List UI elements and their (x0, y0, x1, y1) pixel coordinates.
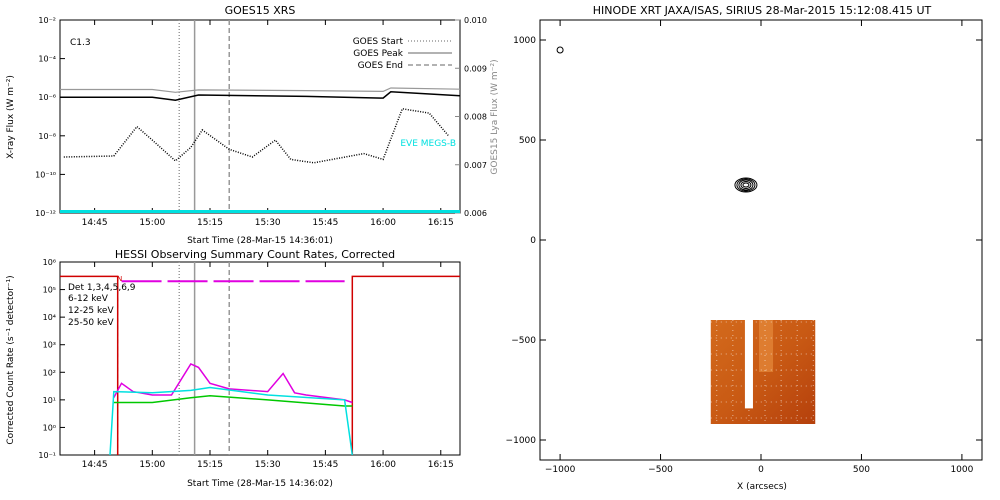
xrt-title: HINODE XRT JAXA/ISAS, SIRIUS 28-Mar-2015… (593, 4, 932, 17)
hessi-ylabel: Corrected Count Rate (s⁻¹ detector⁻¹) (6, 275, 16, 444)
x-tick-label: 16:15 (428, 460, 454, 470)
goes-y2label: GOES15 Lya Flux (W m⁻²) (490, 59, 500, 174)
y-tick-label: 1000 (513, 36, 536, 46)
y-tick-label: 10⁻¹ (38, 451, 56, 460)
xrt-contour (740, 181, 752, 189)
y-tick-label: 10⁵ (43, 286, 56, 295)
x-tick-label: 14:45 (82, 460, 108, 470)
y2-tick-label: 0.009 (464, 64, 487, 73)
goes-series-line (60, 91, 460, 101)
x-tick-label: 16:00 (370, 218, 396, 228)
x-tick-label: 15:30 (255, 218, 281, 228)
y-tick-label: 10⁶ (43, 258, 56, 267)
x-tick-label: 16:00 (370, 460, 396, 470)
y-tick-label: 10⁻¹² (35, 209, 56, 218)
y-tick-label: 10⁻² (38, 16, 56, 25)
y-tick-label: −500 (511, 336, 536, 346)
y-tick-label: 10⁴ (43, 313, 56, 322)
xrt-contour (742, 182, 750, 188)
goes-annotation: C1.3 (70, 38, 91, 48)
x-tick-label: 14:45 (82, 218, 108, 228)
y-tick-label: 10⁻⁸ (38, 132, 56, 141)
xrt-contour (734, 177, 758, 193)
legend-label: GOES Peak (353, 49, 403, 59)
x-tick-label: 1000 (950, 465, 973, 475)
x-tick-label: −1000 (545, 465, 576, 475)
x-tick-label: 0 (758, 465, 764, 475)
goes-eve-label: EVE MEGS-B (400, 139, 456, 149)
hessi-legend-label: 6-12 keV (68, 294, 109, 304)
y-tick-label: 500 (519, 136, 536, 146)
legend-label: GOES End (358, 61, 403, 71)
goes-series-line (60, 87, 460, 93)
x-tick-label: 16:15 (428, 218, 454, 228)
y-tick-label: −1000 (506, 436, 537, 446)
xrt-image-gap (744, 320, 753, 409)
hessi-title: HESSI Observing Summary Count Rates, Cor… (115, 248, 395, 261)
hessi-flag-label: N (117, 275, 122, 283)
y-tick-label: 10¹ (43, 396, 56, 405)
hessi-panel: HESSI Observing Summary Count Rates, Cor… (6, 248, 461, 489)
goes-title: GOES15 XRS (225, 4, 296, 17)
xrt-xlabel: X (arcsecs) (737, 482, 787, 492)
goes-ylabel: X-ray Flux (W m⁻²) (6, 75, 16, 159)
x-tick-label: 15:30 (255, 460, 281, 470)
hessi-series-line (109, 386, 354, 455)
xrt-marker (556, 46, 564, 54)
attenuator-line (351, 275, 460, 455)
xrt-panel: HINODE XRT JAXA/ISAS, SIRIUS 28-Mar-2015… (506, 4, 983, 492)
y-tick-label: 0 (530, 236, 536, 246)
y-tick-label: 10² (43, 368, 56, 377)
x-tick-label: 15:45 (312, 460, 338, 470)
goes-xlabel: Start Time (28-Mar-15 14:36:01) (187, 236, 333, 246)
y-tick-label: 10⁻⁴ (38, 55, 56, 64)
y2-tick-label: 0.007 (464, 161, 487, 170)
goes-panel: GOES15 XRS 14:45 15:00 15:15 15:30 15:45 16:0… (6, 4, 500, 246)
y-tick-label: 10⁻⁶ (38, 93, 56, 102)
x-tick-label: 15:00 (139, 460, 165, 470)
hessi-legend-label: 12-25 keV (68, 306, 114, 316)
x-tick-label: 15:45 (312, 218, 338, 228)
x-tick-label: 15:15 (197, 460, 223, 470)
hessi-legend-label: 25-50 keV (68, 318, 114, 328)
y-tick-label: 10⁻¹⁰ (35, 170, 56, 179)
x-tick-label: −500 (648, 465, 673, 475)
goes-series-line (63, 107, 450, 164)
x-tick-label: 15:15 (197, 218, 223, 228)
hessi-xlabel: Start Time (28-Mar-15 14:36:02) (187, 479, 333, 489)
x-tick-label: 15:00 (139, 218, 165, 228)
xrt-contour (736, 178, 756, 192)
hessi-series-line (113, 395, 353, 407)
legend-label: GOES Start (353, 37, 404, 47)
hessi-detectors: Det 1,3,4,5,6,9 (68, 283, 136, 293)
y2-tick-label: 0.010 (464, 16, 487, 25)
y-tick-label: 10³ (43, 341, 56, 350)
y2-tick-label: 0.006 (464, 209, 487, 218)
y-tick-label: 10⁰ (43, 423, 56, 432)
xrt-contour (738, 179, 754, 191)
x-tick-label: 500 (853, 465, 870, 475)
y2-tick-label: 0.008 (464, 113, 487, 122)
hessi-plot-frame (59, 261, 461, 456)
xrt-image-bright-region (758, 320, 774, 372)
